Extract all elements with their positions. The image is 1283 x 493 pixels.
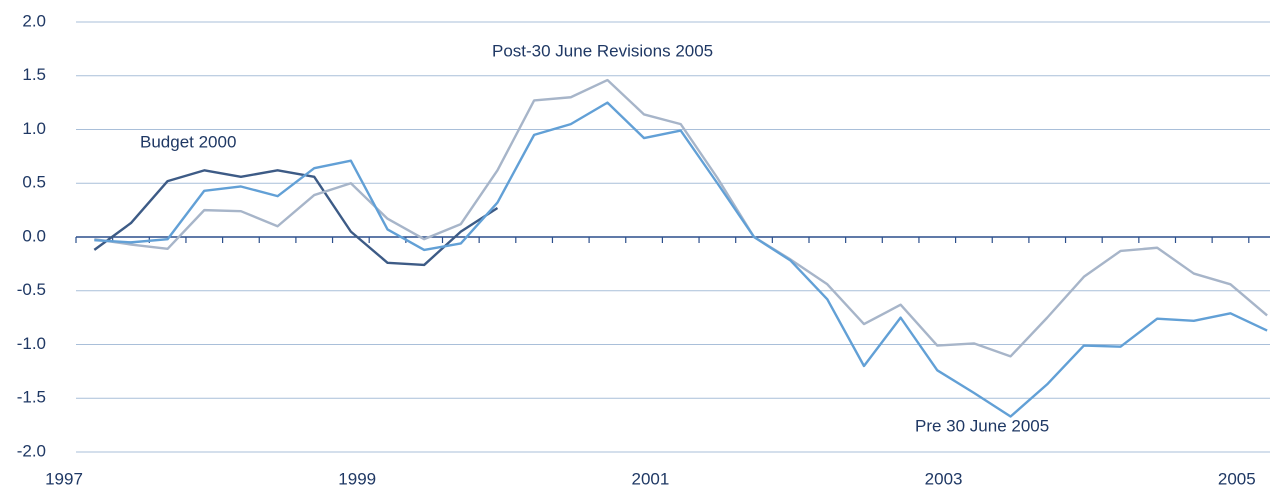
y-tick-label: 0.5 (22, 173, 46, 192)
series-line (94, 78, 1268, 358)
x-tick-label: 2003 (925, 469, 963, 488)
annotation: Pre 30 June 2005 (915, 416, 1049, 435)
x-tick-label: 2005 (1218, 469, 1256, 488)
x-tick-label: 2001 (631, 469, 669, 488)
annotation: Budget 2000 (140, 132, 236, 151)
y-tick-label: -2.0 (17, 441, 46, 460)
series-line (94, 101, 1268, 418)
y-tick-label: -0.5 (17, 280, 46, 299)
y-tick-label: 2.0 (22, 11, 46, 30)
y-tick-label: 0.0 (22, 226, 46, 245)
series-line (93, 169, 499, 267)
x-tick-label: 1997 (45, 469, 83, 488)
y-tick-label: -1.0 (17, 334, 46, 353)
y-tick-label: 1.5 (22, 65, 46, 84)
x-tick-label: 1999 (338, 469, 376, 488)
y-tick-label: 1.0 (22, 119, 46, 138)
annotation: Post-30 June Revisions 2005 (492, 41, 713, 60)
y-tick-label: -1.5 (17, 388, 46, 407)
